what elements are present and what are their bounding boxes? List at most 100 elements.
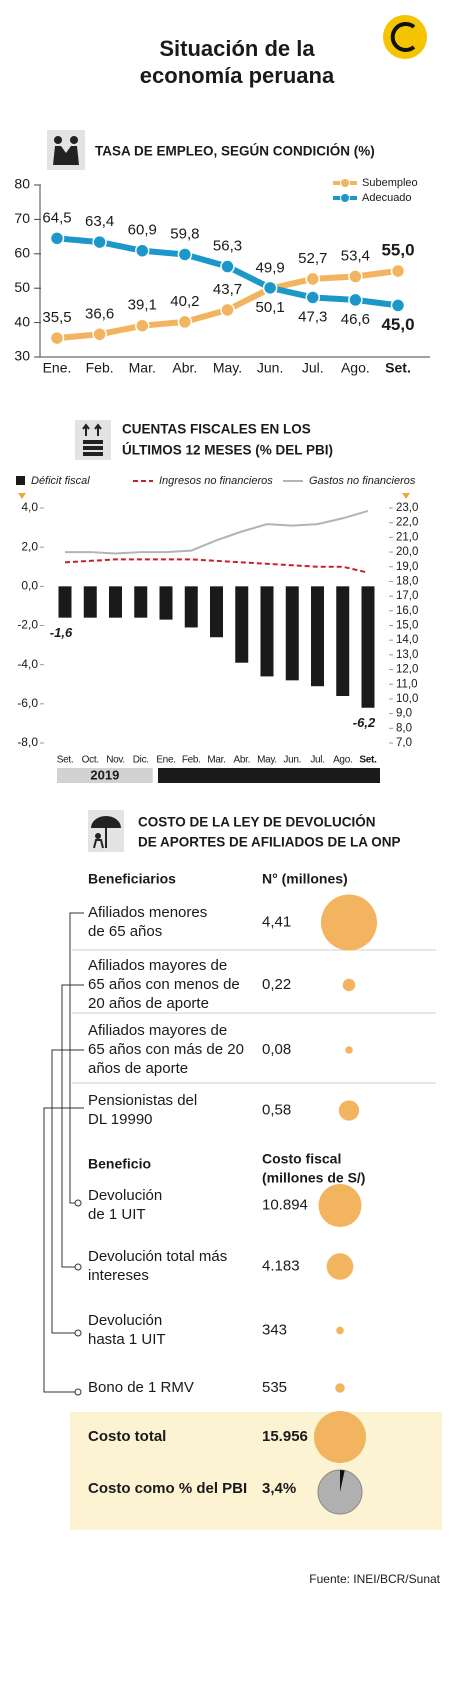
row-value: 0,08: [262, 1041, 291, 1058]
table-header: Beneficiarios: [88, 871, 176, 887]
value-label: 53,4: [341, 247, 370, 264]
row-label: Bono de 1 RMV: [88, 1379, 194, 1396]
point: [49, 231, 65, 246]
x-tick-label: May.: [257, 755, 277, 766]
bubble: [321, 894, 377, 951]
chart-title: CUENTAS FISCALES EN LOS: [122, 422, 311, 437]
bar: [159, 586, 173, 620]
pie-slice: [340, 1470, 345, 1492]
value-label: -6,2: [353, 715, 376, 730]
legend-marker: [340, 178, 350, 188]
value-label: 56,3: [213, 237, 242, 254]
row-label: Devolución total más: [88, 1248, 227, 1265]
point: [177, 314, 193, 330]
bubble: [345, 1046, 353, 1054]
row-value: 0,22: [262, 976, 291, 993]
row-label: años de aporte: [88, 1060, 188, 1077]
section-title: DE APORTES DE AFILIADOS DE LA ONP: [138, 835, 401, 850]
y2-tick-label: 15,0: [396, 620, 418, 632]
pension-icon: [88, 810, 124, 852]
x-tick-label: Feb.: [182, 755, 201, 766]
point: [220, 259, 235, 274]
x-tick-label: Jun.: [257, 360, 283, 376]
value-label: 35,5: [42, 309, 71, 326]
period-band: [57, 768, 153, 783]
table-header: N° (millones): [262, 871, 348, 887]
value-label: -1,6: [50, 625, 73, 640]
bar: [235, 586, 249, 663]
y-tick-label: 50: [14, 279, 30, 295]
legend-label: Adecuado: [362, 192, 412, 204]
row-label: Devolución: [88, 1312, 162, 1329]
x-tick-label: Ene.: [43, 360, 72, 376]
x-tick-label: Oct.: [82, 755, 99, 766]
row-label: Afiliados mayores de: [88, 957, 227, 974]
y2-tick-label: 19,0: [396, 561, 418, 573]
bar: [361, 586, 375, 708]
value-label: 40,2: [170, 293, 199, 310]
value-label: 46,6: [341, 311, 370, 328]
y2-tick-label: 10,0: [396, 693, 418, 705]
row-value: 10.894: [262, 1196, 308, 1213]
row-label: de 65 años: [88, 923, 162, 940]
legend-marker: [340, 193, 350, 203]
fiscal-icon: [75, 420, 111, 460]
y-tick-label: 0,0: [21, 579, 38, 593]
y-tick-label: -6,0: [17, 696, 38, 710]
legend-label: Gastos no financieros: [309, 475, 416, 487]
bar: [83, 586, 97, 618]
gdp-value: 3,4%: [262, 1480, 296, 1497]
x-tick-label: Set.: [359, 755, 377, 766]
row-label: Afiliados mayores de: [88, 1022, 227, 1039]
value-label: 39,1: [128, 297, 157, 314]
legend-label: Déficit fiscal: [31, 475, 90, 487]
total-box: [70, 1412, 442, 1530]
axis-marker: [18, 493, 26, 499]
point: [92, 234, 107, 250]
point: [390, 298, 406, 313]
table-header: Costo fiscal: [262, 1151, 341, 1167]
x-tick-label: Nov.: [106, 755, 125, 766]
y2-tick-label: 13,0: [396, 649, 418, 661]
row-label: Afiliados menores: [88, 904, 207, 921]
y2-tick-label: 14,0: [396, 634, 418, 646]
y-tick-label: 80: [14, 176, 30, 192]
source: Fuente: INEI/BCR/Sunat: [309, 1572, 440, 1586]
x-tick-label: Ago.: [341, 360, 370, 376]
bar: [109, 586, 122, 618]
row-label: hasta 1 UIT: [88, 1331, 166, 1348]
bubble: [342, 978, 356, 992]
point: [390, 263, 406, 279]
period-band: [158, 768, 380, 783]
y-tick-label: 40: [14, 313, 30, 329]
row-label: 65 años con menos de: [88, 976, 240, 993]
x-tick-label: Set.: [385, 360, 411, 376]
y2-tick-label: 9,0: [396, 708, 412, 720]
point: [348, 269, 363, 284]
y2-tick-label: 16,0: [396, 605, 418, 617]
bubble: [336, 1326, 344, 1335]
row-value: 535: [262, 1379, 287, 1396]
connector-tree: [43, 912, 84, 1396]
x-tick-label: Dic.: [133, 755, 149, 766]
bubble: [326, 1253, 354, 1280]
value-label: 36,6: [85, 305, 114, 322]
y2-tick-label: 11,0: [396, 678, 418, 690]
value-label: 52,7: [298, 250, 327, 267]
y-tick-label: 4,0: [21, 500, 38, 514]
y2-tick-label: 22,0: [396, 517, 418, 529]
x-tick-label: Mar.: [129, 360, 156, 376]
value-label: 59,8: [170, 225, 199, 242]
point: [220, 302, 235, 318]
x-tick-label: Ago.: [333, 755, 352, 766]
y2-tick-label: 23,0: [396, 502, 418, 514]
section-title: COSTO DE LA LEY DE DEVOLUCIÓN: [138, 815, 376, 830]
point: [348, 292, 363, 308]
bar: [311, 586, 324, 687]
chart-title: TASA DE EMPLEO, SEGÚN CONDICIÓN (%): [95, 144, 375, 159]
bar: [260, 586, 274, 677]
bar: [336, 586, 350, 696]
y2-tick-label: 21,0: [396, 531, 418, 543]
table-header: Beneficio: [88, 1156, 151, 1172]
